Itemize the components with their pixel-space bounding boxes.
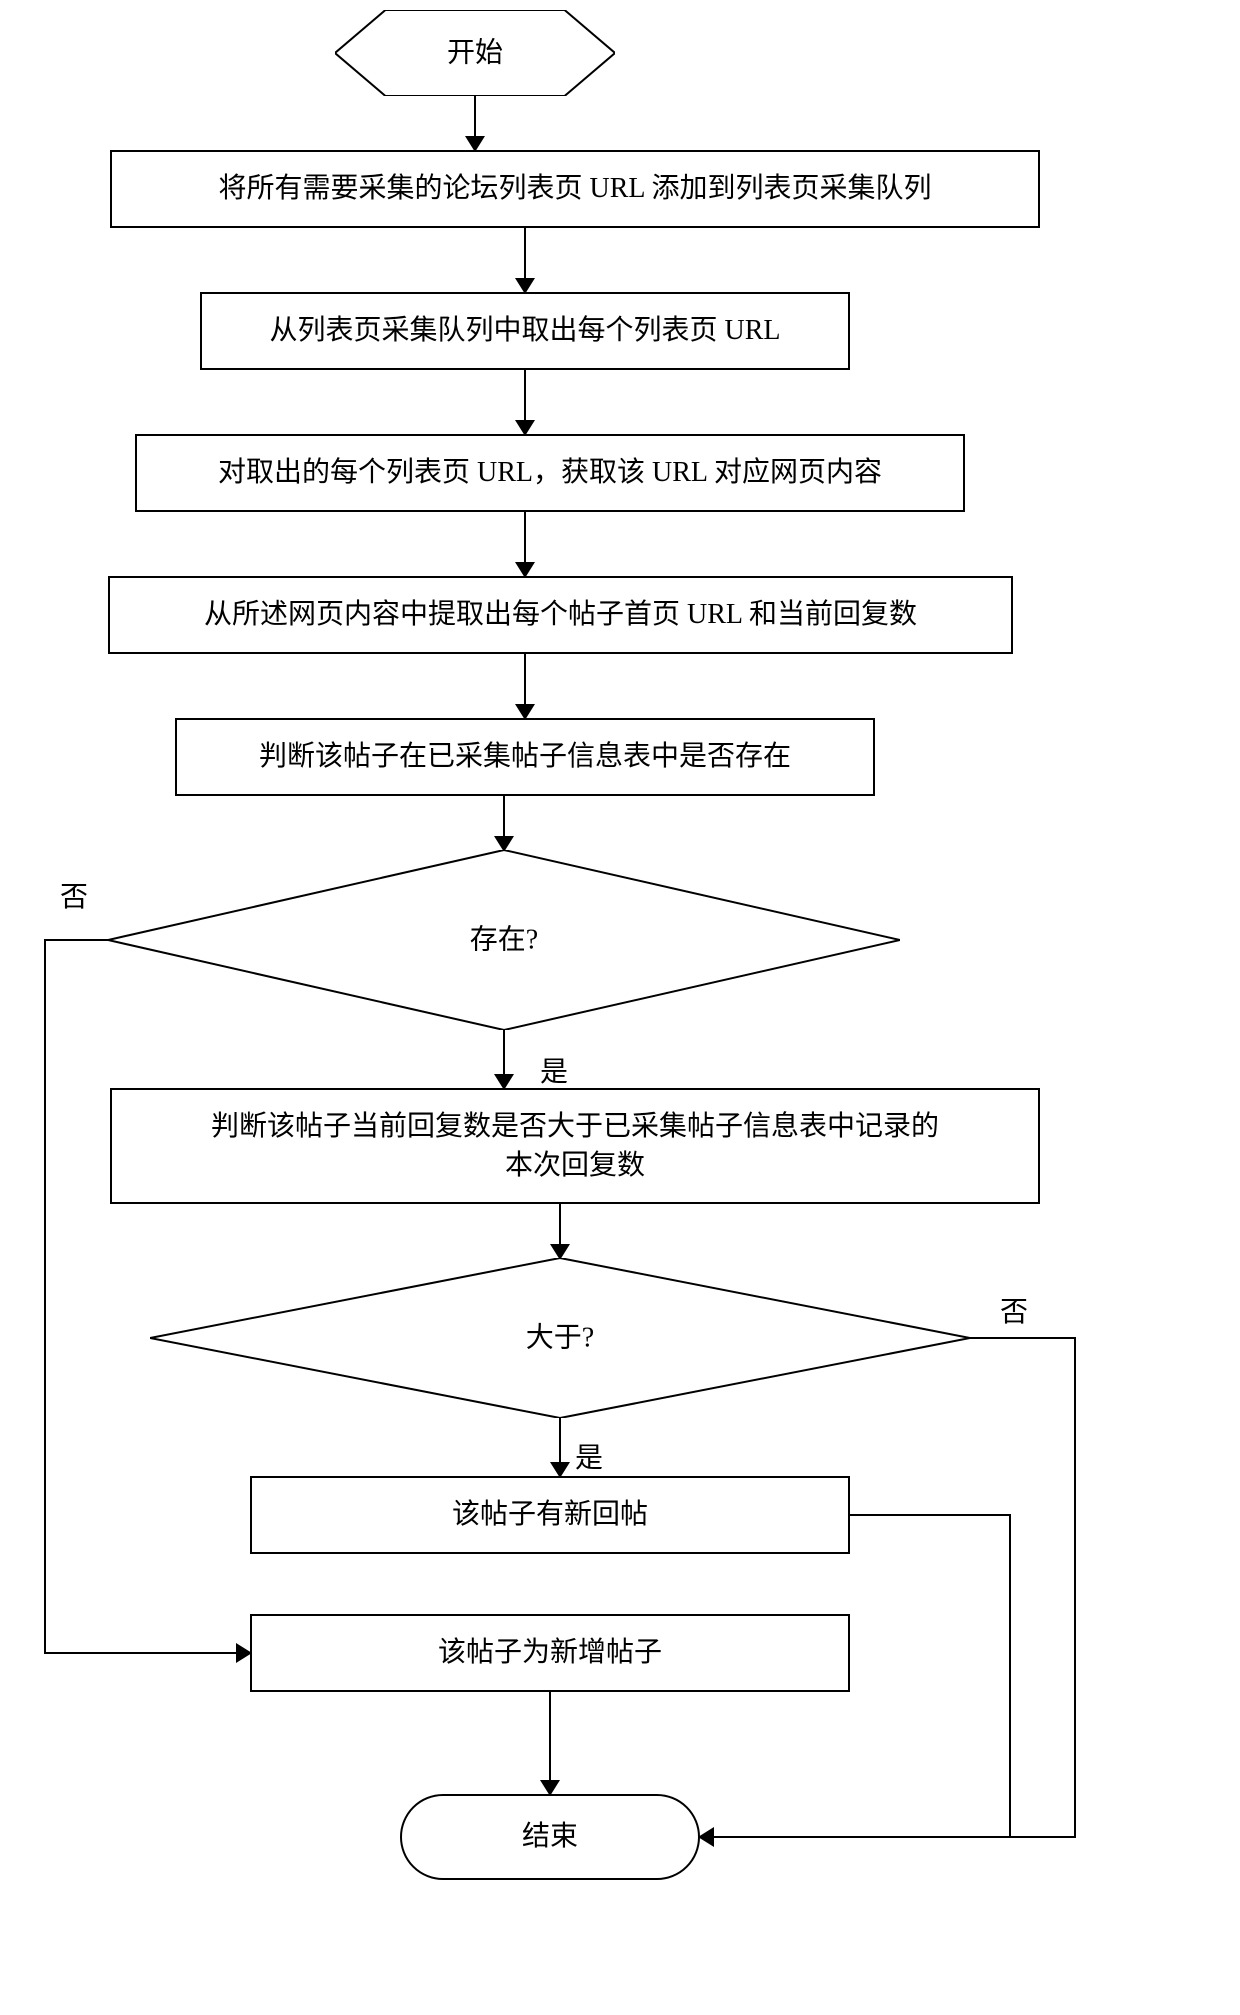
- node-s5: 判断该帖子在已采集帖子信息表中是否存在: [175, 718, 875, 796]
- node-s8: 该帖子为新增帖子: [250, 1614, 850, 1692]
- flowchart-canvas: 开始将所有需要采集的论坛列表页 URL 添加到列表页采集队列从列表页采集队列中取…: [0, 0, 1240, 2015]
- node-s1: 将所有需要采集的论坛列表页 URL 添加到列表页采集队列: [110, 150, 1040, 228]
- node-s3: 对取出的每个列表页 URL，获取该 URL 对应网页内容: [135, 434, 965, 512]
- node-d1: 存在?: [108, 850, 900, 1030]
- edge-s7-end: [850, 1515, 1010, 1837]
- node-end: 结束: [400, 1794, 700, 1880]
- edge-label-d1-s6: 是: [540, 1050, 568, 1090]
- node-s7: 该帖子有新回帖: [250, 1476, 850, 1554]
- node-d2: 大于?: [150, 1258, 970, 1418]
- svg-text:存在?: 存在?: [470, 924, 538, 956]
- node-s6: 判断该帖子当前回复数是否大于已采集帖子信息表中记录的 本次回复数: [110, 1088, 1040, 1204]
- node-start: 开始: [335, 10, 615, 96]
- node-s4: 从所述网页内容中提取出每个帖子首页 URL 和当前回复数: [108, 576, 1013, 654]
- edge-label-d1-s8: 否: [60, 875, 88, 915]
- edge-label-d2-s7: 是: [575, 1436, 603, 1476]
- node-s2: 从列表页采集队列中取出每个列表页 URL: [200, 292, 850, 370]
- svg-text:大于?: 大于?: [526, 1322, 594, 1354]
- svg-text:开始: 开始: [447, 37, 503, 69]
- edge-label-d2-end: 否: [1000, 1290, 1028, 1330]
